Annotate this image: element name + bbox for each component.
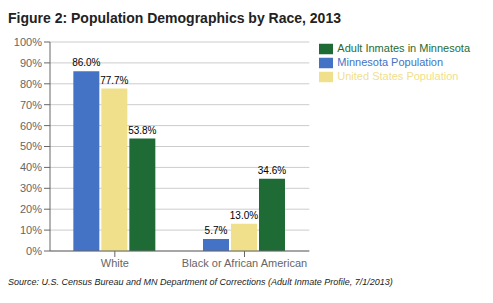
svg-text:13.0%: 13.0%: [230, 210, 258, 221]
svg-text:30%: 30%: [20, 182, 42, 194]
svg-text:90%: 90%: [20, 57, 42, 69]
svg-text:Black or African American: Black or African American: [182, 257, 307, 269]
svg-text:100%: 100%: [14, 36, 42, 48]
svg-text:34.6%: 34.6%: [258, 165, 286, 176]
svg-text:77.7%: 77.7%: [100, 75, 128, 86]
html-text:Adult Inmates in Minnesota: Adult Inmates in Minnesota: [337, 42, 470, 54]
svg-text:86.0%: 86.0%: [72, 57, 100, 68]
svg-text:53.8%: 53.8%: [128, 125, 156, 136]
svg-text:70%: 70%: [20, 99, 42, 111]
svg-text:20%: 20%: [20, 203, 42, 215]
svg-text:40%: 40%: [20, 161, 42, 173]
html-text:United States Population: United States Population: [337, 70, 459, 83]
html-text:Source: U.S. Census Bureau and: Source: U.S. Census Bureau and MN Depart…: [8, 277, 393, 287]
svg-text:60%: 60%: [20, 120, 42, 132]
svg-text:50%: 50%: [20, 140, 42, 152]
svg-text:5.7%: 5.7%: [205, 225, 228, 236]
svg-text:White: White: [101, 257, 129, 269]
html-text:Figure 2: Population Demograph: Figure 2: Population Demographics by Rac…: [8, 10, 341, 26]
svg-text:0%: 0%: [26, 245, 42, 257]
html-text:Minnesota Population: Minnesota Population: [337, 56, 444, 69]
svg-text:10%: 10%: [20, 224, 42, 236]
svg-text:80%: 80%: [20, 78, 42, 90]
